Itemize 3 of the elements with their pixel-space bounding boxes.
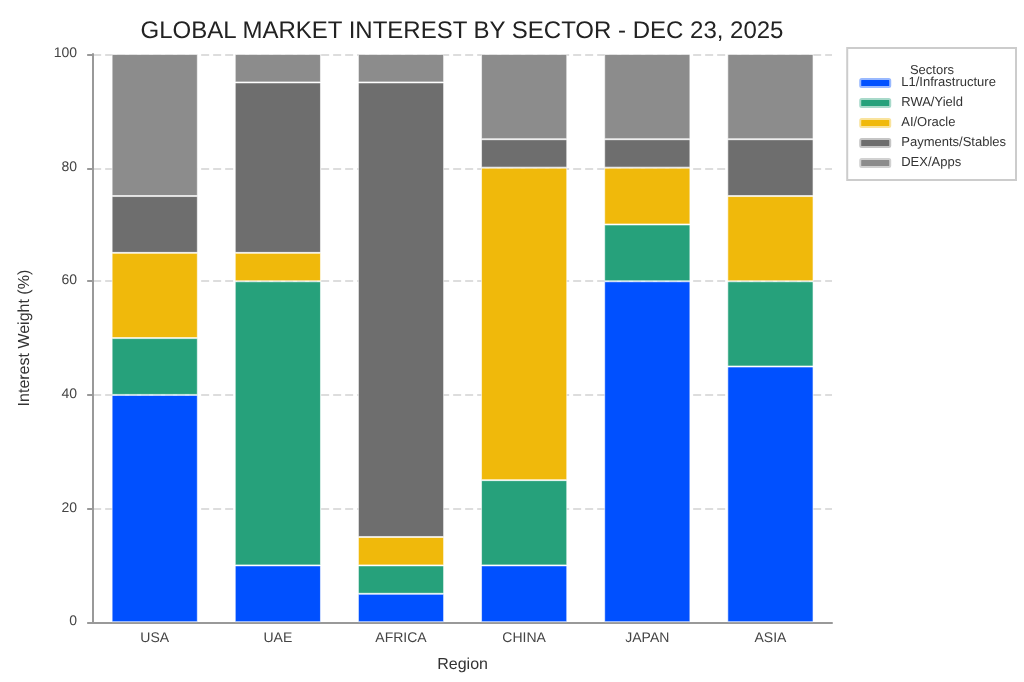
y-axis-title: Interest Weight (%) (15, 269, 33, 407)
chart-title: GLOBAL MARKET INTEREST BY SECTOR - DEC 23, 2025 (140, 16, 785, 44)
x-axis-title: Region (437, 655, 488, 673)
